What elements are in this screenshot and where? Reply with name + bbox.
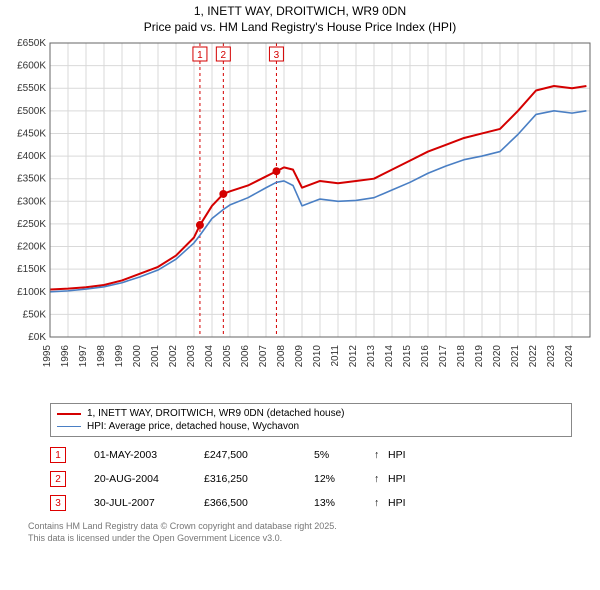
svg-text:£0K: £0K [28, 332, 46, 343]
arrow-up-icon: ↑ [374, 497, 388, 509]
svg-text:2017: 2017 [438, 345, 449, 368]
footer-line-1: Contains HM Land Registry data © Crown c… [28, 521, 572, 533]
svg-text:2003: 2003 [186, 345, 197, 368]
svg-text:2019: 2019 [474, 345, 485, 368]
sale-pct: 12% [314, 473, 374, 485]
svg-text:2018: 2018 [456, 345, 467, 368]
sale-price: £316,250 [204, 473, 314, 485]
svg-text:2011: 2011 [330, 345, 341, 367]
arrow-up-icon: ↑ [374, 473, 388, 485]
svg-text:2009: 2009 [294, 345, 305, 368]
svg-text:3: 3 [274, 50, 280, 61]
svg-text:2021: 2021 [510, 345, 521, 368]
svg-text:£450K: £450K [17, 129, 46, 140]
svg-text:2024: 2024 [564, 345, 575, 368]
sale-suffix: HPI [388, 449, 406, 461]
footer-line-2: This data is licensed under the Open Gov… [28, 533, 572, 545]
svg-text:1996: 1996 [60, 345, 71, 368]
arrow-up-icon: ↑ [374, 449, 388, 461]
sale-date: 01-MAY-2003 [94, 449, 204, 461]
sale-date: 20-AUG-2004 [94, 473, 204, 485]
svg-text:2002: 2002 [168, 345, 179, 368]
svg-text:2023: 2023 [546, 345, 557, 368]
sale-suffix: HPI [388, 497, 406, 509]
svg-text:1995: 1995 [42, 345, 53, 368]
sale-suffix: HPI [388, 473, 406, 485]
legend-label: 1, INETT WAY, DROITWICH, WR9 0DN (detach… [87, 408, 344, 419]
svg-text:2010: 2010 [312, 345, 323, 368]
svg-text:£100K: £100K [17, 287, 46, 298]
chart-svg: £0K £50K £100K £150K £200K £250K £300K £350K £40… [0, 37, 600, 392]
chart-area: £0K £50K £100K £150K £200K £250K £300K £350K £40… [0, 37, 600, 397]
svg-text:£200K: £200K [17, 242, 46, 253]
svg-text:2022: 2022 [528, 345, 539, 368]
sale-price: £247,500 [204, 449, 314, 461]
sale-row-1: 1 01-MAY-2003£247,5005%↑HPI [50, 443, 572, 467]
svg-text:2007: 2007 [258, 345, 269, 368]
svg-text:2014: 2014 [384, 345, 395, 368]
svg-text:2020: 2020 [492, 345, 503, 368]
title-line-2: Price paid vs. HM Land Registry's House … [0, 20, 600, 36]
svg-text:2006: 2006 [240, 345, 251, 368]
svg-text:£600K: £600K [17, 61, 46, 72]
svg-text:£350K: £350K [17, 174, 46, 185]
svg-text:1997: 1997 [78, 345, 89, 368]
legend-item-1: HPI: Average price, detached house, Wych… [57, 420, 565, 433]
svg-text:£150K: £150K [17, 264, 46, 275]
legend-item-0: 1, INETT WAY, DROITWICH, WR9 0DN (detach… [57, 407, 565, 420]
svg-text:£250K: £250K [17, 219, 46, 230]
chart-title: 1, INETT WAY, DROITWICH, WR9 0DN Price p… [0, 0, 600, 37]
legend-swatch [57, 413, 81, 415]
title-line-1: 1, INETT WAY, DROITWICH, WR9 0DN [0, 4, 600, 20]
legend-swatch [57, 426, 81, 427]
svg-text:2015: 2015 [402, 345, 413, 368]
svg-text:1999: 1999 [114, 345, 125, 368]
svg-text:£500K: £500K [17, 106, 46, 117]
sale-badge: 2 [50, 471, 66, 487]
legend: 1, INETT WAY, DROITWICH, WR9 0DN (detach… [50, 403, 572, 437]
sales-table: 101-MAY-2003£247,5005%↑HPI220-AUG-2004£3… [50, 443, 572, 515]
footer: Contains HM Land Registry data © Crown c… [28, 521, 572, 544]
legend-label: HPI: Average price, detached house, Wych… [87, 421, 299, 432]
svg-text:£550K: £550K [17, 83, 46, 94]
svg-text:2001: 2001 [150, 345, 161, 368]
sale-badge: 1 [50, 447, 66, 463]
svg-text:£650K: £650K [17, 38, 46, 49]
page: 1, INETT WAY, DROITWICH, WR9 0DN Price p… [0, 0, 600, 590]
sale-date: 30-JUL-2007 [94, 497, 204, 509]
svg-text:1998: 1998 [96, 345, 107, 368]
svg-text:2016: 2016 [420, 345, 431, 368]
svg-text:2012: 2012 [348, 345, 359, 368]
sale-pct: 5% [314, 449, 374, 461]
svg-text:2005: 2005 [222, 345, 233, 368]
sale-pct: 13% [314, 497, 374, 509]
svg-text:2008: 2008 [276, 345, 287, 368]
svg-text:2000: 2000 [132, 345, 143, 368]
svg-text:£400K: £400K [17, 151, 46, 162]
svg-text:1: 1 [197, 50, 203, 61]
sale-row-3: 3 30-JUL-2007£366,50013%↑HPI [50, 491, 572, 515]
svg-text:2013: 2013 [366, 345, 377, 368]
svg-text:£50K: £50K [23, 310, 47, 321]
sale-badge: 3 [50, 495, 66, 511]
svg-text:2: 2 [221, 50, 227, 61]
sale-row-2: 2 20-AUG-2004£316,25012%↑HPI [50, 467, 572, 491]
sale-price: £366,500 [204, 497, 314, 509]
svg-text:2004: 2004 [204, 345, 215, 368]
svg-text:£300K: £300K [17, 196, 46, 207]
